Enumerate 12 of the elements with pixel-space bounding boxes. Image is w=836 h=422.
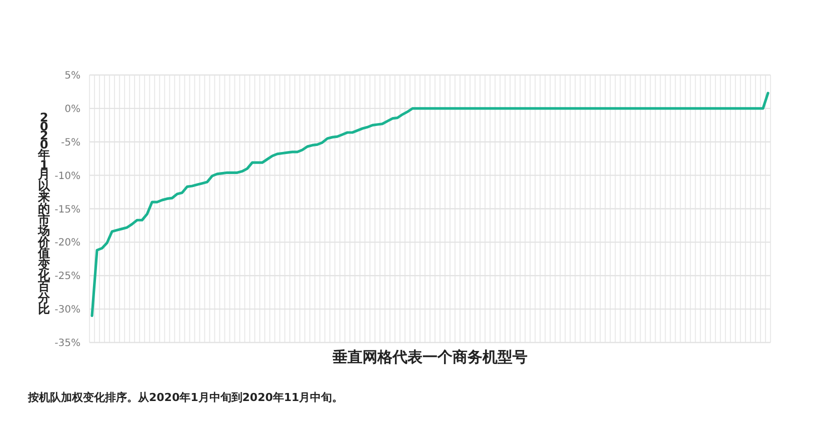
y-tick-label: -10%: [54, 170, 80, 182]
y-tick-label: -15%: [54, 204, 80, 216]
text: 按机队加权变化排序。从2020年1月中旬到2020年11月中旬。: [27, 391, 344, 404]
y-tick-label: 0%: [64, 104, 80, 115]
y-tick-label: -25%: [54, 271, 80, 282]
y-tick-label: -5%: [61, 137, 80, 148]
y-axis-title: 2020年1月以来的市场价值变化百分比: [38, 110, 50, 316]
y-tick-label: -30%: [54, 304, 80, 316]
y-tick-label: -35%: [54, 338, 80, 349]
y-tick-label: -20%: [54, 238, 80, 249]
x-axis-title: 垂直网格代表一个商务机型号: [332, 348, 528, 366]
y-tick-label: 5%: [64, 70, 80, 82]
